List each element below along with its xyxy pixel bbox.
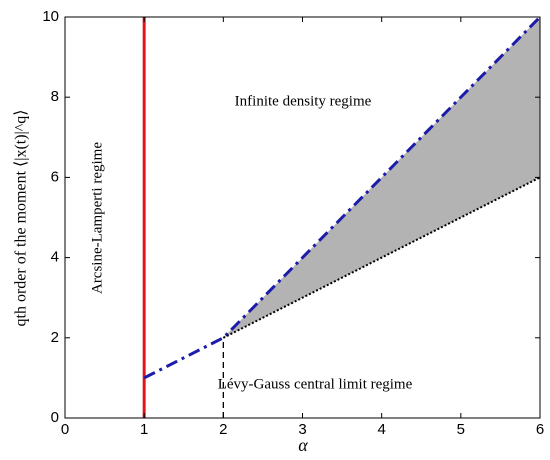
y-tick-label: 2 xyxy=(51,329,59,346)
y-tick-label: 0 xyxy=(51,409,59,426)
x-axis-label: α xyxy=(298,435,308,455)
x-tick-label: 5 xyxy=(457,421,465,438)
y-tick-label: 10 xyxy=(42,8,59,25)
x-tick-label: 0 xyxy=(61,421,69,438)
x-tick-label: 3 xyxy=(298,421,306,438)
plot-frame xyxy=(64,16,541,419)
x-tick-label: 6 xyxy=(536,421,544,438)
y-tick-label: 6 xyxy=(51,168,59,185)
x-tick-label: 1 xyxy=(140,421,148,438)
x-tick-label: 2 xyxy=(219,421,227,438)
line xyxy=(222,176,541,339)
line xyxy=(143,15,542,380)
annotation: Infinite density regime xyxy=(235,93,372,109)
x-tick-label: 4 xyxy=(377,421,385,438)
y-axis-label: qth order of the moment ⟨|x(t)|^q⟩ xyxy=(13,109,30,326)
y-tick-label: 4 xyxy=(51,249,59,266)
annotation: Arcsine-Lamperti regime xyxy=(89,142,105,294)
y-tick-label: 8 xyxy=(51,88,59,105)
annotation: Lévy-Gauss central limit regime xyxy=(218,376,413,392)
